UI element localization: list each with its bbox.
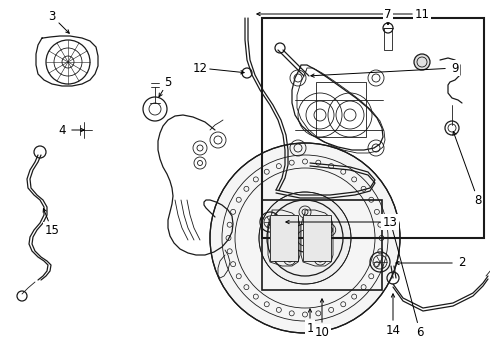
Text: 2: 2 [458,256,466,270]
Text: 14: 14 [386,324,400,337]
Bar [262,200,382,290]
Text: 11: 11 [415,8,430,21]
Bar [316,82,366,137]
Bar [384,28,392,50]
Bar [270,215,298,261]
Text: 7: 7 [384,8,392,21]
Bar [303,215,331,261]
Text: 8: 8 [474,194,482,207]
Text: 15: 15 [45,224,59,237]
Text: 12: 12 [193,62,207,75]
Bar [270,215,298,261]
Circle shape [259,192,351,284]
Bar [303,215,331,261]
Text: 1: 1 [306,321,314,334]
Text: 5: 5 [164,76,171,89]
Text: 4: 4 [58,123,66,136]
Text: 10: 10 [315,325,329,338]
Bar [262,18,484,238]
Text: 13: 13 [383,216,397,229]
Text: 3: 3 [49,9,56,23]
Text: 6: 6 [416,325,424,338]
Circle shape [414,54,430,70]
Text: 9: 9 [451,62,459,75]
Circle shape [210,143,400,333]
